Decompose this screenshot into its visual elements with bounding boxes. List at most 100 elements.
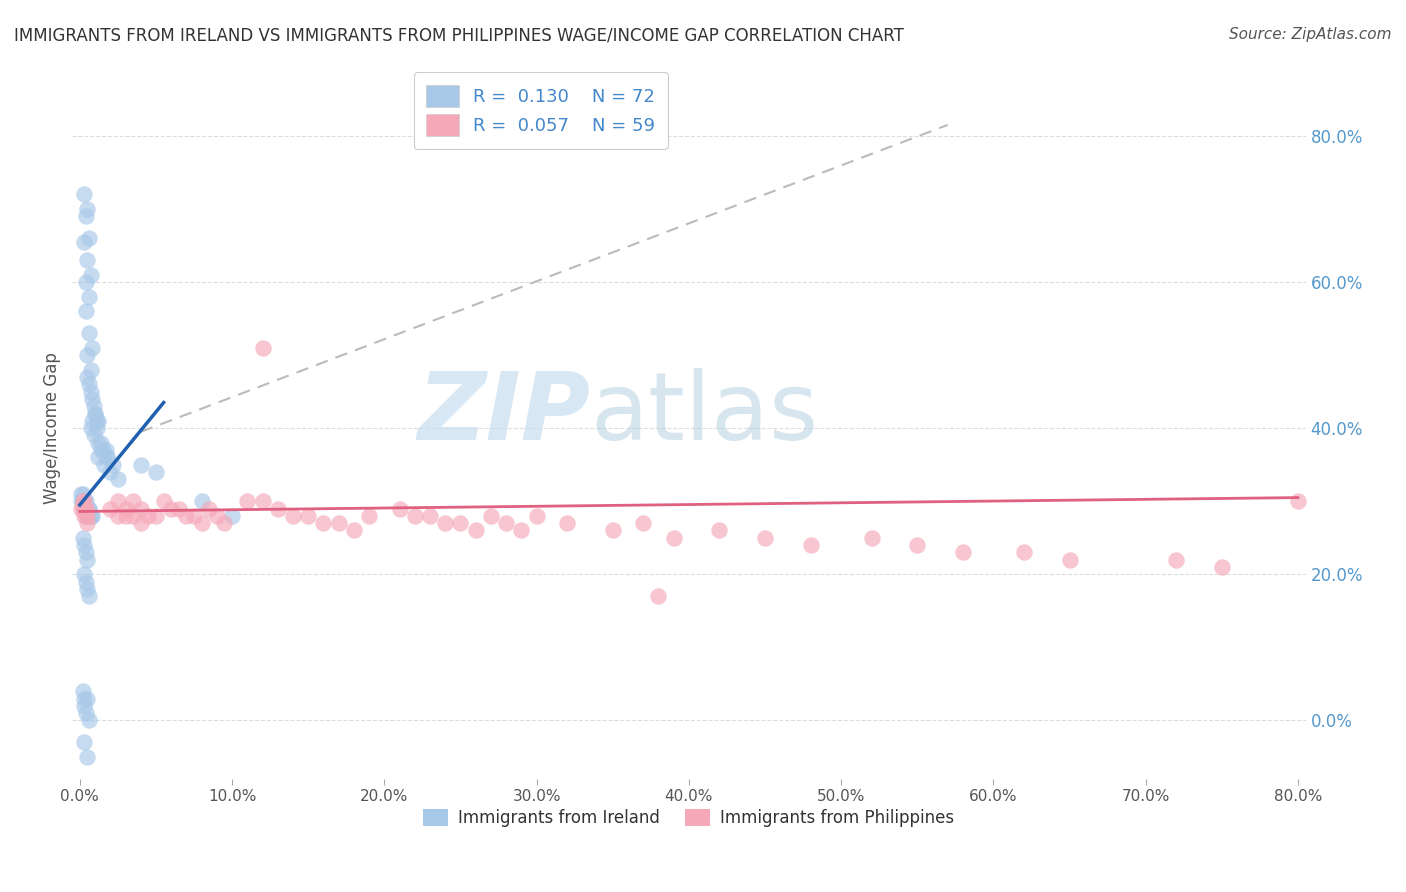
Point — [72, 494, 94, 508]
Point — [76, 516, 98, 531]
Point — [73, 538, 96, 552]
Point — [79, 384, 101, 399]
Point — [176, 508, 198, 523]
Point — [190, 494, 212, 508]
Point — [129, 458, 152, 472]
Point — [76, 691, 98, 706]
Point — [96, 450, 118, 465]
Point — [73, 501, 96, 516]
Point — [73, 698, 96, 713]
Point — [75, 545, 97, 559]
Point — [103, 458, 125, 472]
Point — [434, 516, 457, 531]
Point — [419, 508, 441, 523]
Text: atlas: atlas — [591, 368, 818, 460]
Point — [76, 501, 98, 516]
Point — [114, 508, 136, 523]
Point — [90, 435, 112, 450]
Point — [80, 392, 103, 406]
Point — [297, 508, 319, 523]
Point — [122, 508, 145, 523]
Point — [236, 494, 259, 508]
Point — [252, 494, 274, 508]
Point — [76, 370, 98, 384]
Point — [138, 508, 160, 523]
Point — [77, 501, 100, 516]
Point — [79, 508, 101, 523]
Point — [359, 508, 381, 523]
Point — [555, 516, 578, 531]
Point — [80, 341, 103, 355]
Point — [76, 202, 98, 216]
Point — [860, 531, 883, 545]
Point — [84, 407, 107, 421]
Point — [73, 494, 96, 508]
Point — [75, 706, 97, 721]
Point — [107, 494, 129, 508]
Point — [73, 494, 96, 508]
Point — [77, 326, 100, 341]
Point — [75, 501, 97, 516]
Point — [662, 531, 685, 545]
Point — [76, 348, 98, 362]
Point — [129, 516, 152, 531]
Text: Source: ZipAtlas.com: Source: ZipAtlas.com — [1229, 27, 1392, 42]
Point — [70, 494, 93, 508]
Point — [75, 501, 97, 516]
Point — [75, 574, 97, 589]
Text: ZIP: ZIP — [418, 368, 591, 460]
Point — [73, 494, 96, 508]
Point — [76, 552, 98, 566]
Point — [70, 487, 93, 501]
Point — [96, 450, 118, 465]
Point — [709, 524, 731, 538]
Point — [83, 428, 105, 442]
Point — [72, 494, 94, 508]
Point — [122, 494, 145, 508]
Point — [75, 501, 97, 516]
Point — [464, 524, 486, 538]
Point — [631, 516, 654, 531]
Point — [267, 501, 290, 516]
Point — [800, 538, 823, 552]
Point — [404, 508, 426, 523]
Point — [98, 501, 121, 516]
Point — [495, 516, 517, 531]
Point — [91, 443, 114, 458]
Point — [205, 508, 228, 523]
Point — [87, 450, 110, 465]
Point — [75, 275, 97, 289]
Point — [905, 538, 928, 552]
Point — [75, 508, 97, 523]
Text: IMMIGRANTS FROM IRELAND VS IMMIGRANTS FROM PHILIPPINES WAGE/INCOME GAP CORRELATI: IMMIGRANTS FROM IRELAND VS IMMIGRANTS FR… — [14, 27, 904, 45]
Point — [167, 501, 190, 516]
Point — [76, 501, 98, 516]
Point — [602, 524, 624, 538]
Point — [145, 508, 167, 523]
Point — [79, 421, 101, 435]
Point — [1164, 552, 1187, 566]
Point — [73, 735, 96, 749]
Point — [87, 435, 110, 450]
Point — [450, 516, 472, 531]
Point — [312, 516, 335, 531]
Point — [72, 487, 94, 501]
Point — [281, 508, 304, 523]
Point — [84, 407, 107, 421]
Y-axis label: Wage/Income Gap: Wage/Income Gap — [44, 352, 60, 504]
Point — [98, 465, 121, 479]
Legend: Immigrants from Ireland, Immigrants from Philippines: Immigrants from Ireland, Immigrants from… — [416, 802, 962, 834]
Point — [343, 524, 366, 538]
Point — [72, 501, 94, 516]
Point — [93, 458, 115, 472]
Point — [107, 472, 129, 486]
Point — [75, 304, 97, 318]
Point — [1012, 545, 1035, 559]
Point — [75, 501, 97, 516]
Point — [79, 268, 101, 282]
Point — [190, 516, 212, 531]
Point — [75, 209, 97, 223]
Point — [145, 465, 167, 479]
Point — [526, 508, 548, 523]
Point — [80, 414, 103, 428]
